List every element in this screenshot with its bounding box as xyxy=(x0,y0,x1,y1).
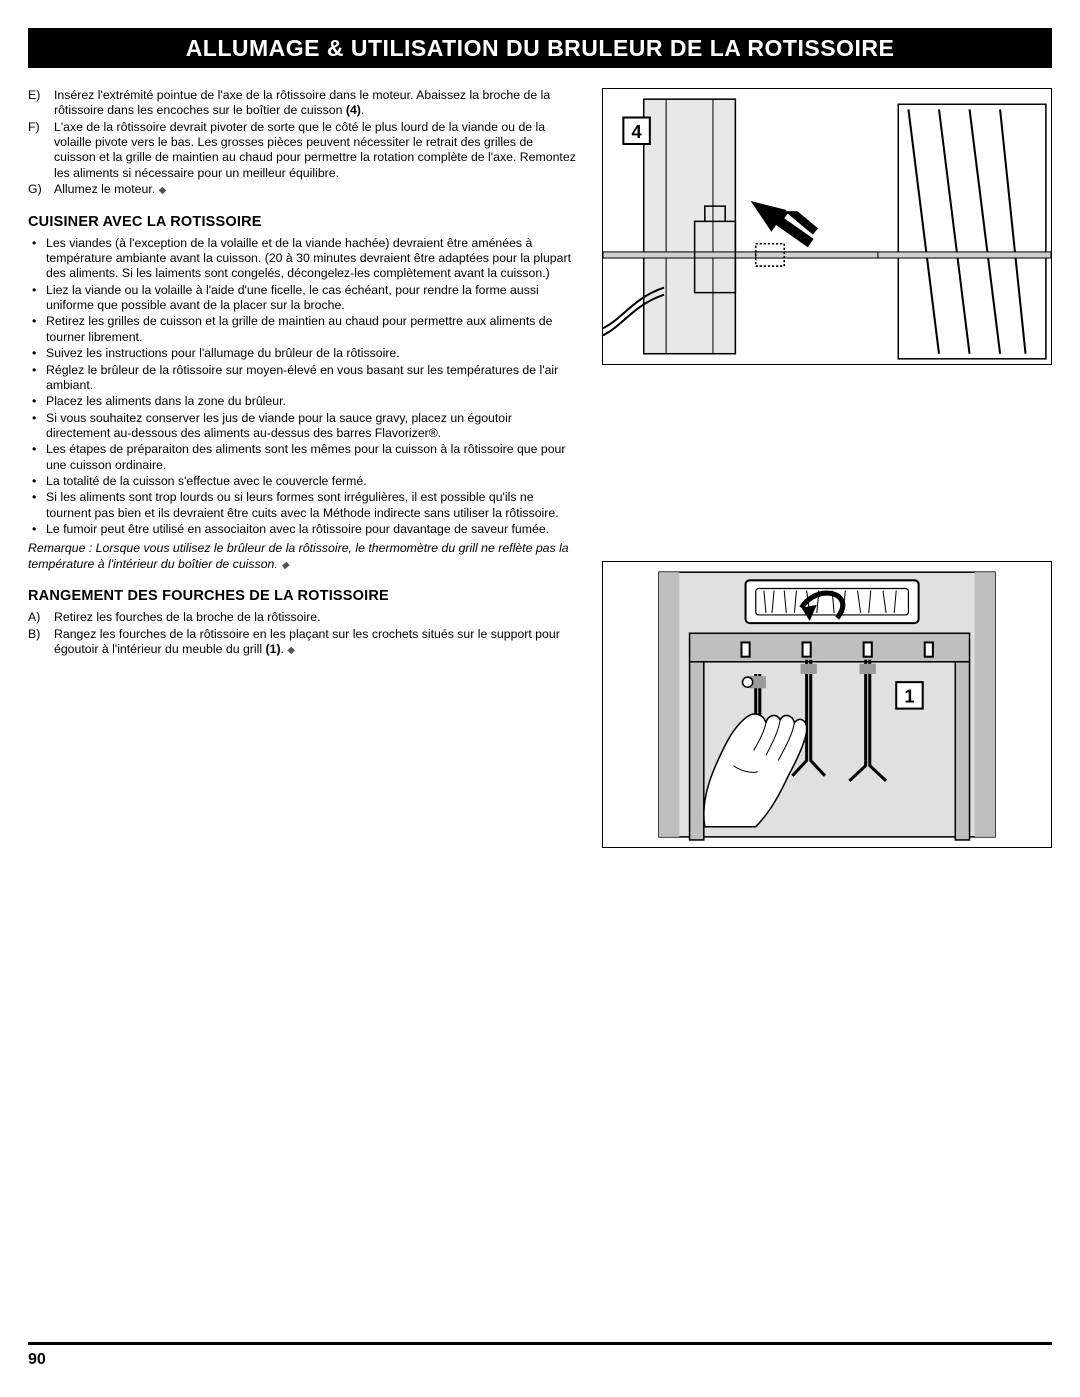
section2-heading: RANGEMENT DES FOURCHES DE LA ROTISSOIRE xyxy=(28,588,578,604)
section1-heading: CUISINER AVEC LA ROTISSOIRE xyxy=(28,214,578,230)
list-item: F)L'axe de la rôtissoire devrait pivoter… xyxy=(28,120,578,181)
content-columns: E)Insérez l'extrémité pointue de l'axe d… xyxy=(28,88,1052,872)
right-column: 4 xyxy=(602,88,1052,872)
figure-4: 4 xyxy=(602,88,1052,365)
figure-spacer xyxy=(602,389,1052,561)
svg-text:4: 4 xyxy=(632,121,643,142)
list-item: B)Rangez les fourches de la rôtissoire e… xyxy=(28,627,578,658)
list-item: Réglez le brûleur de la rôtissoire sur m… xyxy=(28,363,578,394)
list-item: Liez la viande ou la volaille à l'aide d… xyxy=(28,283,578,314)
lettered-step-list: E)Insérez l'extrémité pointue de l'axe d… xyxy=(28,88,578,198)
list-item: Le fumoir peut être utilisé en associait… xyxy=(28,522,578,537)
section2-step-list: A)Retirez les fourches de la broche de l… xyxy=(28,610,578,657)
list-item: Les étapes de préparaiton des aliments s… xyxy=(28,442,578,473)
figure-1: 1 xyxy=(602,561,1052,848)
page-number: 90 xyxy=(28,1351,46,1368)
list-item: G)Allumez le moteur. ◆ xyxy=(28,182,578,198)
section1-bullets: Les viandes (à l'exception de la volaill… xyxy=(28,236,578,538)
list-item: Placez les aliments dans la zone du brûl… xyxy=(28,394,578,409)
list-item: Si les aliments sont trop lourds ou si l… xyxy=(28,490,578,521)
list-item: Retirez les grilles de cuisson et la gri… xyxy=(28,314,578,345)
section1-note: Remarque : Lorsque vous utilisez le brûl… xyxy=(28,541,578,572)
list-item: A)Retirez les fourches de la broche de l… xyxy=(28,610,578,625)
list-item: Suivez les instructions pour l'allumage … xyxy=(28,346,578,361)
page-title: ALLUMAGE & UTILISATION DU BRULEUR DE LA … xyxy=(28,28,1052,68)
svg-text:1: 1 xyxy=(904,685,914,706)
page-footer: 90 xyxy=(28,1342,1052,1369)
list-item: La totalité de la cuisson s'effectue ave… xyxy=(28,474,578,489)
list-item: Si vous souhaitez conserver les jus de v… xyxy=(28,411,578,442)
list-item: Les viandes (à l'exception de la volaill… xyxy=(28,236,578,282)
left-column: E)Insérez l'extrémité pointue de l'axe d… xyxy=(28,88,578,872)
list-item: E)Insérez l'extrémité pointue de l'axe d… xyxy=(28,88,578,119)
